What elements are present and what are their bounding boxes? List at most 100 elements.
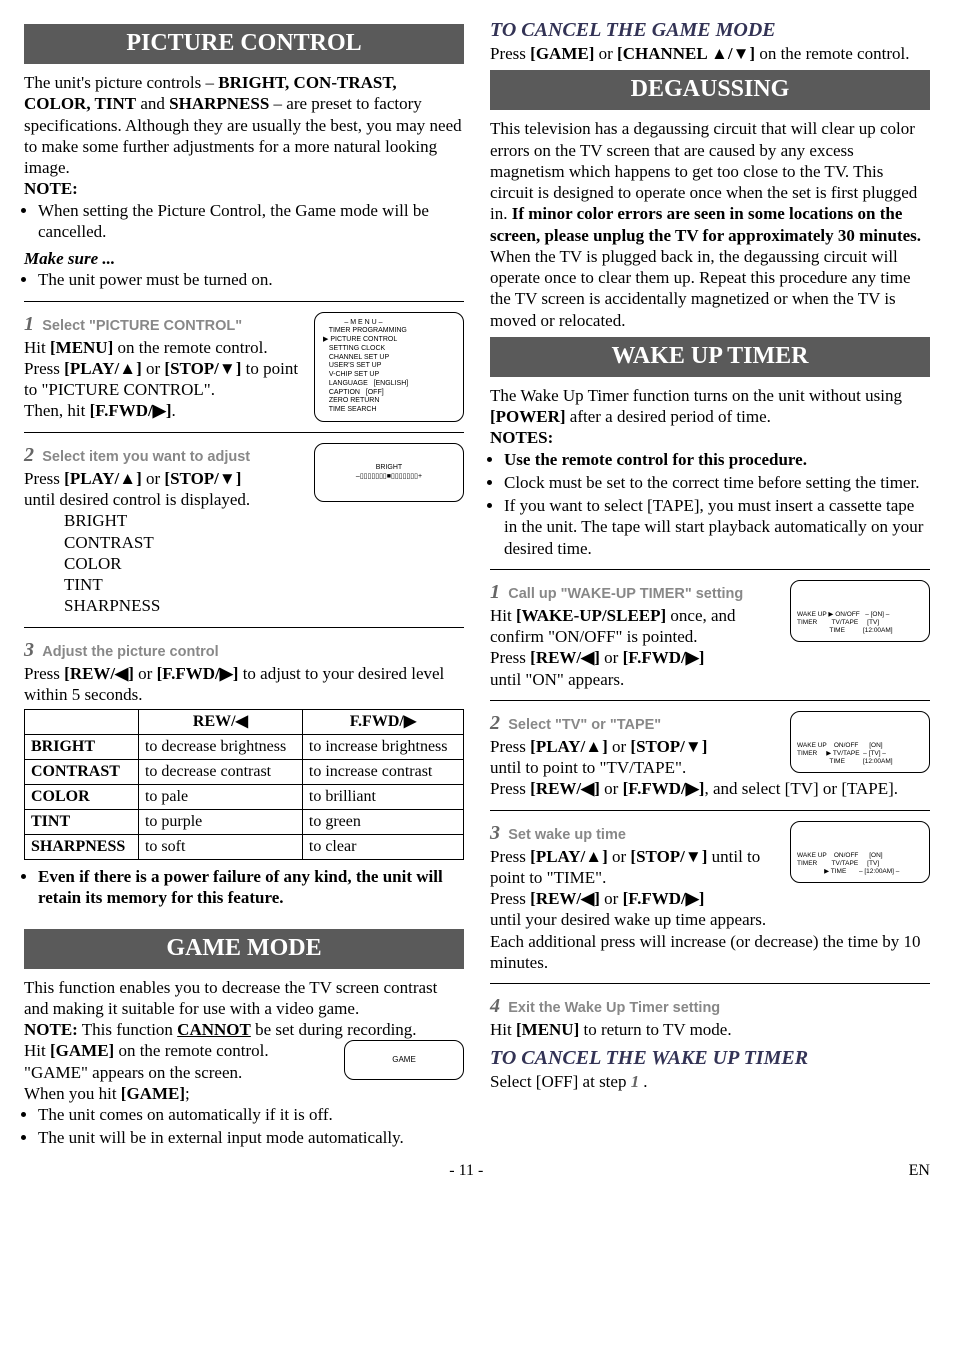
makesure-label: Make sure ... (24, 248, 464, 269)
txt: or (142, 359, 165, 378)
step3: 3 Adjust the picture control Press [REW/… (24, 638, 464, 706)
game-intro: This function enables you to decrease th… (24, 977, 464, 1020)
txt: to return to TV mode. (579, 1020, 731, 1039)
th (25, 710, 139, 735)
txt: [GAME] (50, 1041, 114, 1060)
txt: or (600, 889, 623, 908)
txt: Press (490, 889, 530, 908)
txt: after a desired period of time. (566, 407, 771, 426)
txt: or (600, 648, 623, 667)
wake-step2: WAKE UP ON/OFF [ON] TIMER ▶ TV/TAPE – [T… (490, 711, 930, 800)
txt: Then, hit (24, 401, 90, 420)
txt: or (608, 737, 631, 756)
footer: - 11 - EN (24, 1161, 930, 1181)
step2-num: 2 (24, 444, 34, 466)
txt: or (134, 664, 157, 683)
osd-wake3: WAKE UP ON/OFF [ON] TIMER TV/TAPE [TV] ▶… (790, 821, 930, 883)
td: CONTRAST (25, 760, 139, 785)
txt: [F.FWD/▶] (623, 889, 705, 908)
txt: Hit (490, 606, 516, 625)
txt: or (600, 779, 623, 798)
game-bullet: The unit will be in external input mode … (38, 1127, 464, 1148)
left-column: PICTURE CONTROL The unit's picture contr… (24, 18, 464, 1151)
txt: [POWER] (490, 407, 566, 426)
txt: When the TV is plugged back in, the dega… (490, 247, 911, 330)
txt: Hit (490, 1020, 516, 1039)
txt: until your desired wake up time appears. (490, 910, 766, 929)
txt: on the remote control. (114, 1041, 268, 1060)
picture-control-header: PICTURE CONTROL (24, 24, 464, 64)
notes-label: NOTES: (490, 427, 930, 448)
txt: When you hit (24, 1084, 121, 1103)
page-number: - 11 - (449, 1161, 483, 1181)
txt: [F.FWD/▶] (623, 779, 705, 798)
step2: BRIGHT –▯▯▯▯▯▯▯■▯▯▯▯▯▯▯+ 2 Select item y… (24, 443, 464, 617)
txt: SHARPNESS (169, 94, 269, 113)
txt: [MENU] (50, 338, 113, 357)
txt: Press (490, 648, 530, 667)
td: to purple (138, 810, 302, 835)
game-mode-header: GAME MODE (24, 929, 464, 969)
txt: and (136, 94, 169, 113)
td: COLOR (25, 785, 139, 810)
txt: be set during recording. (251, 1020, 417, 1039)
step1-num: 1 (24, 313, 34, 335)
txt: [CHANNEL ▲/▼] (617, 44, 755, 63)
w1-num: 1 (490, 581, 500, 603)
txt: Select [OFF] at step (490, 1072, 631, 1091)
step2-title: Select item you want to adjust (42, 449, 250, 465)
cancel-game-text: Press [GAME] or [CHANNEL ▲/▼] on the rem… (490, 43, 930, 64)
txt: Each additional press will increase (or … (490, 932, 921, 972)
txt: [GAME] (530, 44, 594, 63)
step1: – M E N U – TIMER PROGRAMMING ▶ PICTURE … (24, 312, 464, 422)
txt: Press (24, 469, 64, 488)
txt: or (608, 847, 631, 866)
game-note: NOTE: This function CANNOT be set during… (24, 1019, 464, 1040)
txt: , and select [TV] or [TAPE]. (704, 779, 898, 798)
txt: Press (490, 44, 530, 63)
osd-bright: BRIGHT –▯▯▯▯▯▯▯■▯▯▯▯▯▯▯+ (314, 443, 464, 503)
td: to pale (138, 785, 302, 810)
w2-title: Select "TV" or "TAPE" (508, 717, 661, 733)
note-bullet: When setting the Picture Control, the Ga… (38, 200, 464, 243)
txt: Press (490, 779, 530, 798)
txt: [REW/◀] (530, 779, 600, 798)
control-item: BRIGHT (64, 510, 464, 531)
txt: [PLAY/▲] (530, 737, 608, 756)
txt: Press (24, 664, 64, 683)
cancel-wake-title: TO CANCEL THE WAKE UP TIMER (490, 1046, 930, 1071)
txt: Press (24, 359, 64, 378)
txt: [PLAY/▲] (64, 469, 142, 488)
txt: Hit (24, 338, 50, 357)
step1-title: Select "PICTURE CONTROL" (42, 318, 242, 334)
txt: [F.FWD/▶] (90, 401, 172, 420)
txt: [F.FWD/▶] (623, 648, 705, 667)
txt: [STOP/▼] (164, 469, 241, 488)
makesure-bullet: The unit power must be turned on. (38, 269, 464, 290)
txt: [REW/◀] (530, 648, 600, 667)
txt: or (594, 44, 617, 63)
txt: This function (78, 1020, 177, 1039)
td: to decrease contrast (138, 760, 302, 785)
wake-intro: The Wake Up Timer function turns on the … (490, 385, 930, 428)
game-bullet: The unit comes on automatically if it is… (38, 1104, 464, 1125)
right-column: TO CANCEL THE GAME MODE Press [GAME] or … (490, 18, 930, 1151)
cancel-wake-text: Select [OFF] at step 1. (490, 1071, 930, 1092)
w3-num: 3 (490, 822, 500, 844)
footer-code: EN (909, 1161, 930, 1181)
txt: or (142, 469, 165, 488)
wake-step3: WAKE UP ON/OFF [ON] TIMER TV/TAPE [TV] ▶… (490, 821, 930, 974)
degauss-header: DEGAUSSING (490, 70, 930, 110)
txt: [STOP/▼] (164, 359, 241, 378)
td: to increase brightness (302, 735, 463, 760)
txt: [GAME] (121, 1084, 185, 1103)
txt: The Wake Up Timer function turns on the … (490, 386, 902, 405)
td: to soft (138, 835, 302, 860)
control-item: CONTRAST (64, 532, 464, 553)
td: SHARPNESS (25, 835, 139, 860)
txt: [REW/◀] (530, 889, 600, 908)
cancel-game-title: TO CANCEL THE GAME MODE (490, 18, 930, 43)
td: BRIGHT (25, 735, 139, 760)
txt: until to point to "TV/TAPE". (490, 758, 686, 777)
picture-intro: The unit's picture controls – BRIGHT, CO… (24, 72, 464, 178)
